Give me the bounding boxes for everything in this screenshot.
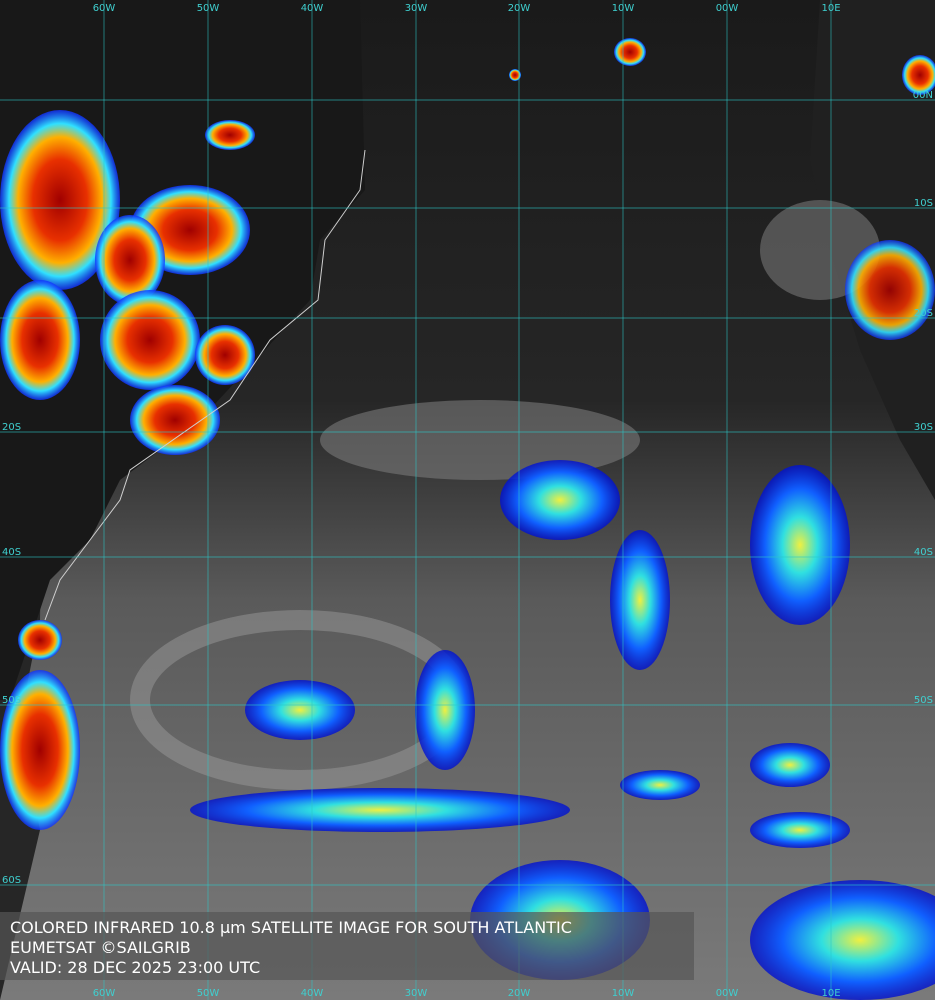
longitude-label: 00W (716, 988, 739, 999)
longitude-label: 50W (197, 988, 220, 999)
longitude-label: 30W (405, 3, 428, 14)
longitude-label: 10E (821, 988, 840, 999)
latitude-label: 60S (2, 875, 21, 886)
latitude-label: 20S (2, 422, 21, 433)
latitude-label: 20S (914, 308, 933, 319)
caption-line: COLORED INFRARED 10.8 µm SATELLITE IMAGE… (10, 918, 572, 937)
caption-line: EUMETSAT ©SAILGRIB (10, 938, 191, 957)
longitude-label: 40W (301, 988, 324, 999)
longitude-label: 50W (197, 3, 220, 14)
longitude-label: 20W (508, 3, 531, 14)
latitude-label: 00N (913, 90, 933, 101)
caption-background (0, 912, 694, 980)
labels: 60W 50W 40W 30W 20W 10W 00W 10E 60W 50W 40W 30W 20W 1… (2, 3, 933, 999)
caption-line: VALID: 28 DEC 2025 23:00 UTC (10, 958, 260, 977)
longitude-label: 30W (405, 988, 428, 999)
longitude-label: 60W (93, 988, 116, 999)
latitude-label: 50S (2, 695, 21, 706)
latitude-label: 40S (914, 547, 933, 558)
latitude-label: 40S (2, 547, 21, 558)
longitude-label: 00W (716, 3, 739, 14)
latitude-label: 30S (914, 422, 933, 433)
longitude-label: 40W (301, 3, 324, 14)
longitude-label: 10E (821, 3, 840, 14)
longitude-label: 60W (93, 3, 116, 14)
longitude-label: 20W (508, 988, 531, 999)
latitude-label: 10S (914, 198, 933, 209)
latitude-label: 50S (914, 695, 933, 706)
longitude-label: 10W (612, 3, 635, 14)
longitude-label: 10W (612, 988, 635, 999)
